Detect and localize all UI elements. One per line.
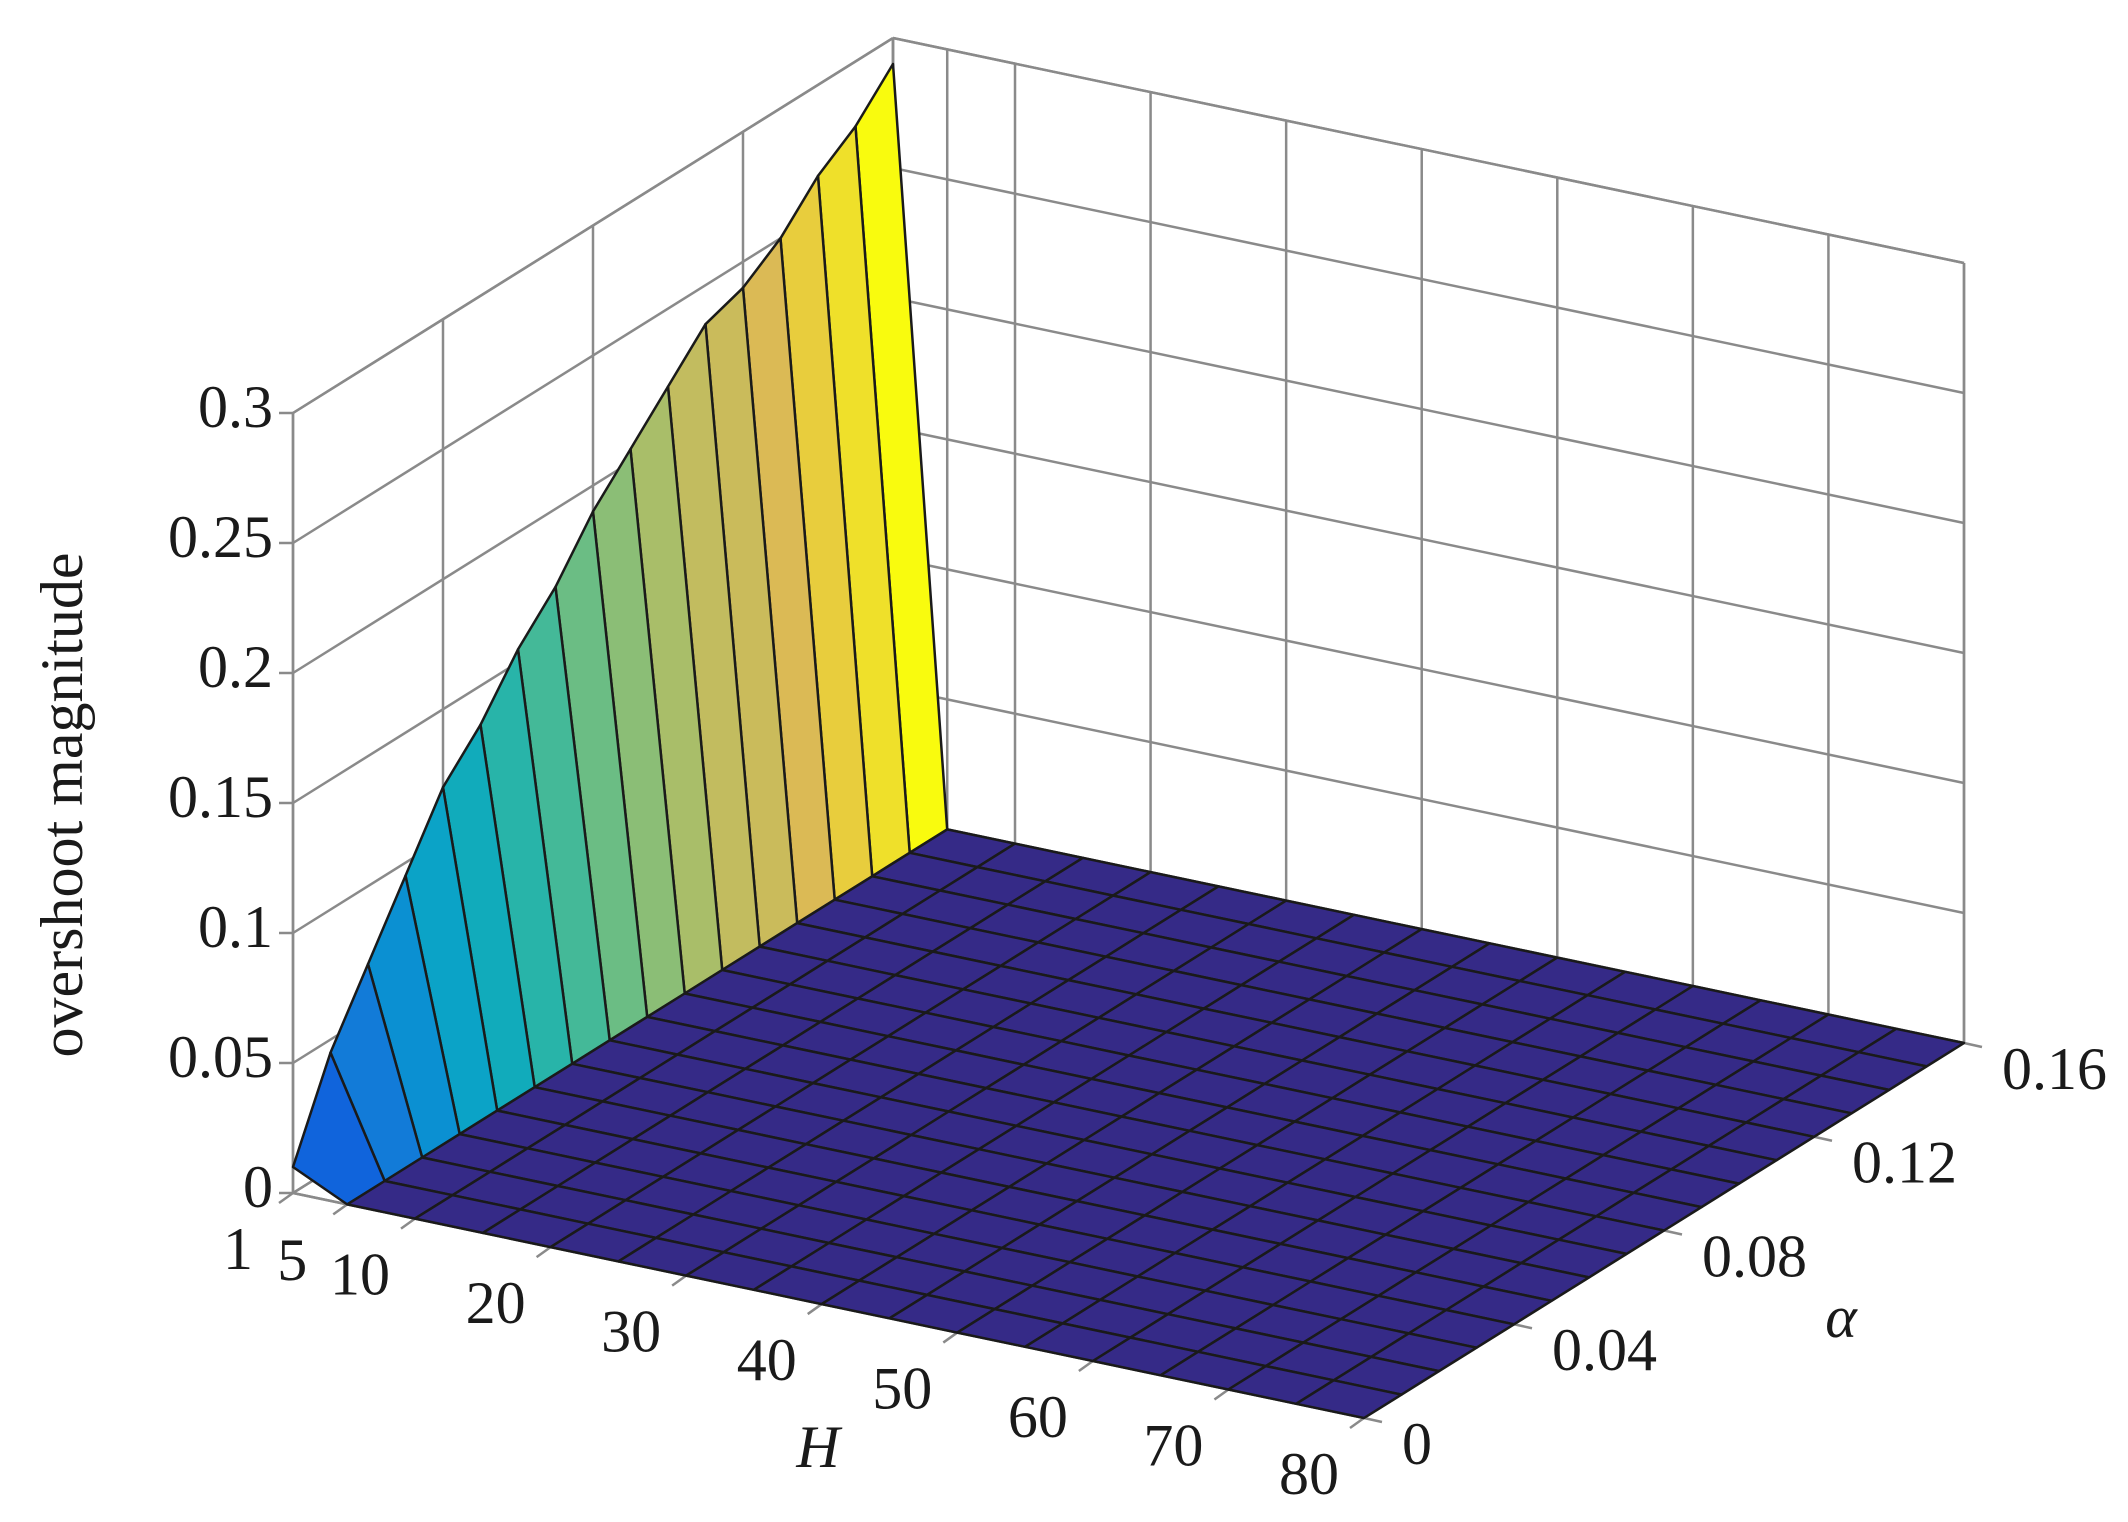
tick-mark bbox=[671, 1274, 687, 1287]
tick-mark bbox=[1349, 1416, 1365, 1430]
z-tick-label: 0.15 bbox=[168, 764, 273, 830]
tick-mark bbox=[1213, 1388, 1230, 1401]
surface-face bbox=[1294, 1379, 1403, 1420]
y-tick-label: 0 bbox=[1402, 1411, 1432, 1477]
tick-mark bbox=[400, 1217, 416, 1230]
tick-mark bbox=[806, 1303, 823, 1316]
grid-line bbox=[892, 556, 1965, 785]
z-tick-label: 0.1 bbox=[198, 894, 273, 960]
z-tick-label: 0.3 bbox=[198, 374, 273, 440]
tick-mark bbox=[942, 1331, 959, 1344]
tick-mark bbox=[1513, 1323, 1533, 1330]
y-tick-label: 0.08 bbox=[1702, 1223, 1807, 1289]
x-axis-label: H bbox=[795, 1414, 843, 1480]
tick-mark bbox=[278, 1191, 294, 1205]
y-tick-label: 0.16 bbox=[2002, 1036, 2107, 1102]
tick-mark bbox=[1078, 1360, 1094, 1373]
y-axis-label: α bbox=[1825, 1284, 1858, 1350]
grid-line bbox=[892, 36, 1965, 265]
grid-line bbox=[892, 686, 1965, 915]
grid-line bbox=[892, 426, 1965, 655]
x-tick-label: 40 bbox=[737, 1327, 797, 1393]
z-tick-label: 0.25 bbox=[168, 504, 273, 570]
z-tick-label: 0.05 bbox=[168, 1024, 273, 1090]
x-tick-label: 5 bbox=[277, 1227, 307, 1293]
x-tick-label: 20 bbox=[466, 1270, 526, 1336]
grid-line bbox=[892, 166, 1965, 395]
z-tick-label: 0.2 bbox=[198, 634, 273, 700]
z-axis-label: overshoot magnitude bbox=[29, 553, 95, 1058]
tick-mark bbox=[332, 1203, 348, 1216]
z-tick-label: 0 bbox=[243, 1154, 273, 1220]
grid-line bbox=[892, 296, 1965, 525]
x-tick-label: 80 bbox=[1279, 1441, 1339, 1507]
tick-mark bbox=[535, 1246, 552, 1259]
x-tick-label: 60 bbox=[1008, 1384, 1068, 1450]
tick-mark bbox=[1363, 1416, 1383, 1424]
y-tick-label: 0.04 bbox=[1552, 1317, 1657, 1383]
x-tick-label: 70 bbox=[1143, 1412, 1203, 1478]
x-tick-label: 10 bbox=[330, 1241, 390, 1307]
y-tick-label: 0.12 bbox=[1852, 1130, 1957, 1196]
x-tick-label: 1 bbox=[223, 1216, 253, 1282]
tick-mark bbox=[1963, 1041, 1983, 1049]
tick-mark bbox=[1663, 1229, 1683, 1236]
x-tick-label: 50 bbox=[872, 1355, 932, 1421]
x-tick-label: 30 bbox=[601, 1298, 661, 1364]
tick-mark bbox=[1813, 1135, 1833, 1142]
